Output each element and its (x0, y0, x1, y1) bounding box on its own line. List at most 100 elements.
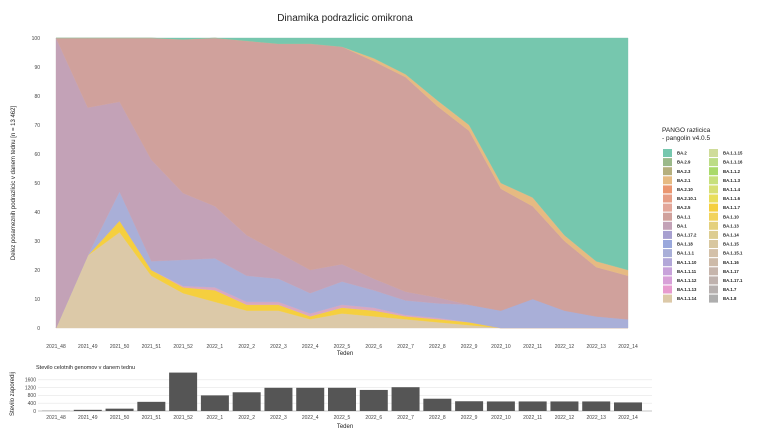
bar-x-ticks: 2021_48 2021_49 2021_50 2021_51 2021_52 2022_… (46, 415, 638, 421)
bar-x-tick-label: 2022_14 (618, 415, 638, 421)
legend-swatch (663, 194, 672, 203)
bar-x-tick-label: 2021_51 (142, 415, 162, 421)
bar-x-tick-label: 2022_1 (207, 415, 224, 421)
legend-label: BA.1.1.7 (723, 205, 741, 210)
bar-y-tick-label: 1200 (25, 385, 36, 391)
main-y-tick-label: 40 (34, 210, 40, 216)
legend-swatch (709, 167, 718, 176)
bar-2022_11 (518, 401, 547, 411)
legend-swatch (709, 230, 718, 239)
legend-title: PANGO razlicica (662, 127, 711, 134)
legend-swatch (709, 249, 718, 258)
bar-2022_13 (582, 401, 611, 411)
bar-x-tick-label: 2022_4 (302, 415, 319, 421)
main-x-tick-label: 2022_5 (334, 344, 351, 350)
legend-swatch (663, 149, 672, 157)
legend-swatch (663, 212, 672, 221)
bar-x-tick-label: 2022_9 (461, 415, 478, 421)
legend-swatch (709, 158, 718, 167)
main-x-tick-label: 2022_3 (270, 344, 287, 350)
legend-swatch (709, 194, 718, 203)
legend-label: BA.1.1.11 (677, 269, 697, 274)
legend-label: BA.1.7 (723, 287, 737, 292)
legend-label: BA.1.1 (677, 214, 691, 219)
legend-label: BA.2.1 (677, 178, 691, 183)
legend-label: BA.2 (677, 151, 687, 156)
main-x-tick-label: 2022_9 (461, 344, 478, 350)
bar-2022_12 (550, 401, 579, 411)
legend-column-2: BA.1.1.15 BA.1.1.16 BA.1.1.2 BA.1.1.3 BA.1.1… (709, 149, 743, 303)
bar-2021_50 (105, 408, 134, 411)
bar-2022_3 (264, 387, 293, 411)
legend-swatch (709, 176, 718, 185)
legend-label: BA.1.1.1 (677, 251, 695, 256)
main-x-tick-label: 2021_48 (46, 344, 66, 350)
main-x-tick-label: 2022_8 (429, 344, 446, 350)
legend-label: BA.2.9 (677, 160, 691, 165)
main-chart-title: Dinamika podrazlicic omikrona (277, 13, 413, 24)
legend-swatch (709, 294, 718, 303)
legend-label: BA.1.15.1 (723, 251, 743, 256)
bar-2021_52 (169, 372, 198, 411)
bar-2022_8 (423, 398, 452, 411)
bar-x-tick-label: 2022_8 (429, 415, 446, 421)
legend-swatch (663, 185, 672, 194)
legend-swatch (663, 167, 672, 176)
main-y-tick-label: 100 (32, 36, 41, 42)
legend-swatch (709, 267, 718, 276)
main-x-tick-label: 2022_1 (207, 344, 224, 350)
main-x-tick-label: 2022_10 (491, 344, 511, 350)
main-x-axis-title: Teden (337, 351, 353, 357)
main-y-ticks: 0 10 20 30 40 50 60 70 80 90 100 (32, 36, 41, 332)
main-x-tick-label: 2022_6 (365, 344, 382, 350)
legend-column-1: BA.2 BA.2.9 BA.2.3 BA.2.1 BA.2.10 BA.2.10.1 BA… (663, 149, 697, 303)
legend-label: BA.1.17.2 (677, 233, 697, 238)
bar-2022_4 (296, 387, 325, 411)
bar-x-tick-label: 2022_7 (397, 415, 414, 421)
legend-swatch (709, 203, 718, 212)
legend-label: BA.2.10 (677, 187, 693, 192)
legend-title-line2: - pangolin v4.0.5 (662, 135, 710, 142)
bar-2021_51 (137, 401, 166, 411)
legend-swatch (709, 185, 718, 194)
bar-x-tick-label: 2022_3 (270, 415, 287, 421)
bar-x-tick-label: 2022_12 (555, 415, 575, 421)
bar-x-tick-label: 2022_5 (334, 415, 351, 421)
bar-2022_1 (200, 395, 229, 411)
bar-y-tick-label: 800 (28, 393, 37, 399)
legend-swatch (709, 276, 718, 285)
bar-2022_7 (391, 387, 420, 411)
legend-label: BA.1.1.4 (723, 187, 741, 192)
legend-label: BA.1.1.16 (723, 160, 743, 165)
legend-swatch (663, 249, 672, 258)
legend-swatch (663, 294, 672, 303)
main-x-tick-label: 2022_14 (618, 344, 638, 350)
bar-x-tick-label: 2021_49 (78, 415, 98, 421)
bar-x-tick-label: 2021_48 (46, 415, 66, 421)
legend-label: BA.1.1.14 (677, 296, 697, 301)
bar-2022_14 (614, 402, 642, 411)
legend-swatch (663, 240, 672, 248)
bar-2022_5 (328, 387, 356, 411)
main-x-tick-label: 2022_2 (238, 344, 255, 350)
legend-label: BA.2.10.1 (677, 196, 697, 201)
legend-label: BA.1.1.3 (723, 178, 741, 183)
legend-label: BA.1.14 (723, 233, 739, 238)
main-y-tick-label: 20 (34, 268, 40, 274)
main-y-tick-label: 80 (34, 94, 40, 100)
legend-swatch (709, 258, 718, 267)
bar-2022_2 (232, 392, 261, 411)
main-area-layers (55, 37, 629, 329)
main-y-tick-label: 90 (34, 65, 40, 71)
legend-label: BA.2.5 (677, 205, 691, 210)
main-x-tick-label: 2022_7 (397, 344, 414, 350)
main-y-tick-label: 60 (34, 152, 40, 158)
legend-label: BA.1.13 (723, 223, 739, 228)
legend-label: BA.1.17.1 (723, 278, 743, 283)
legend-label: BA.1.1.12 (677, 278, 697, 283)
legend-swatch (663, 203, 672, 212)
main-x-tick-label: 2021_52 (173, 344, 193, 350)
legend-swatch (709, 212, 718, 221)
